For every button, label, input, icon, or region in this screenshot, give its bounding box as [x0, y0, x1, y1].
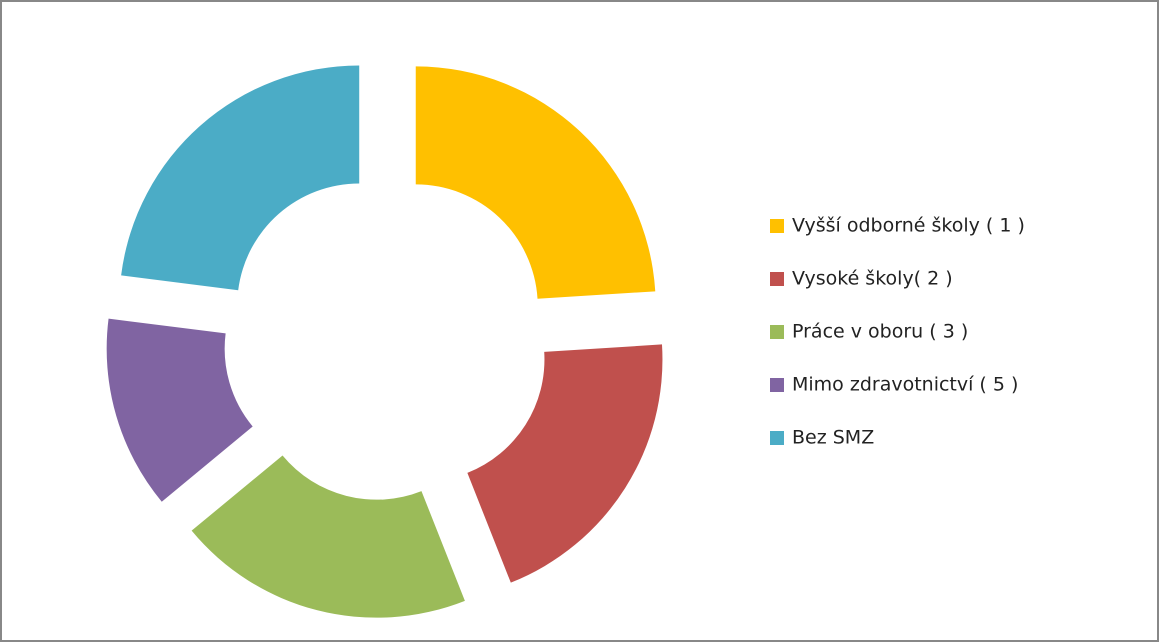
legend-label: Vyšší odborné školy ( 1 ): [792, 215, 1025, 237]
donut-segment: [467, 344, 663, 583]
legend-swatch: [770, 219, 784, 233]
legend-label: Práce v oboru ( 3 ): [792, 321, 968, 343]
donut-segment: [121, 65, 360, 291]
legend-label: Vysoké školy( 2 ): [792, 268, 953, 290]
legend-label: Mimo zdravotnictví ( 5 ): [792, 374, 1018, 396]
donut-segment: [191, 455, 465, 618]
legend-swatch: [770, 272, 784, 286]
legend-swatch: [770, 378, 784, 392]
legend-swatch: [770, 431, 784, 445]
legend-label: Bez SMZ: [792, 427, 874, 449]
legend-swatch: [770, 325, 784, 339]
donut-segment: [106, 318, 253, 502]
donut-segment: [415, 66, 656, 299]
